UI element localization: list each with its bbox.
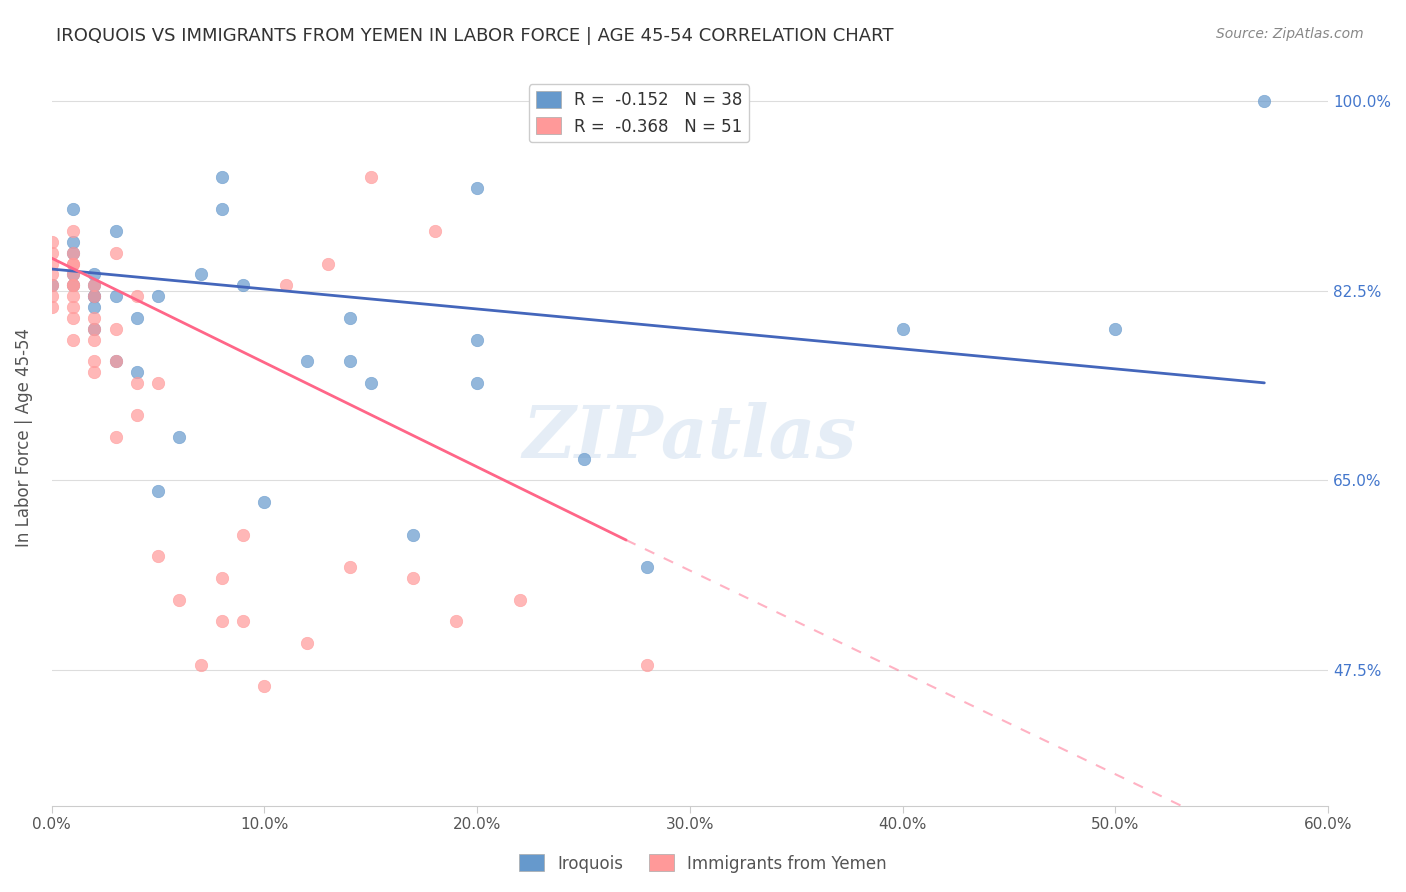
Point [402,571,425,585]
Point [62,300,84,314]
Point [125,409,148,423]
Point [146,289,169,303]
Point [891,321,914,335]
Point [572,451,595,466]
Point [169,430,191,444]
Text: Source: ZipAtlas.com: Source: ZipAtlas.com [1216,27,1364,41]
Point [190,268,212,282]
Point [211,202,233,217]
Legend: Iroquois, Immigrants from Yemen: Iroquois, Immigrants from Yemen [513,847,893,880]
Point [423,224,446,238]
Point [83,289,105,303]
Point [41,257,63,271]
Point [125,289,148,303]
Text: ZIPatlas: ZIPatlas [523,401,858,473]
Point [83,321,105,335]
Point [62,333,84,347]
Point [83,278,105,293]
Legend: R =  -0.152   N = 38, R =  -0.368   N = 51: R = -0.152 N = 38, R = -0.368 N = 51 [529,84,749,142]
Point [125,376,148,390]
Point [146,549,169,564]
Point [104,245,127,260]
Point [360,169,382,184]
Point [104,354,127,368]
Point [41,278,63,293]
Point [253,495,276,509]
Point [232,278,254,293]
Point [465,333,488,347]
Point [62,278,84,293]
Point [41,289,63,303]
Point [83,333,105,347]
Y-axis label: In Labor Force | Age 45-54: In Labor Force | Age 45-54 [15,327,32,547]
Point [41,278,63,293]
Point [190,657,212,672]
Point [41,268,63,282]
Point [316,257,339,271]
Point [146,484,169,499]
Point [232,615,254,629]
Text: IROQUOIS VS IMMIGRANTS FROM YEMEN IN LABOR FORCE | AGE 45-54 CORRELATION CHART: IROQUOIS VS IMMIGRANTS FROM YEMEN IN LAB… [56,27,894,45]
Point [465,180,488,194]
Point [1253,94,1275,108]
Point [83,300,105,314]
Point [169,592,191,607]
Point [509,592,531,607]
Point [83,321,105,335]
Point [253,679,276,693]
Point [83,289,105,303]
Point [636,657,658,672]
Point [62,310,84,325]
Point [339,560,361,574]
Point [402,527,425,541]
Point [104,224,127,238]
Point [62,278,84,293]
Point [83,289,105,303]
Point [62,257,84,271]
Point [83,310,105,325]
Point [62,289,84,303]
Point [444,615,467,629]
Point [339,310,361,325]
Point [1104,321,1126,335]
Point [62,278,84,293]
Point [211,169,233,184]
Point [339,354,361,368]
Point [83,278,105,293]
Point [41,245,63,260]
Point [62,235,84,249]
Point [41,300,63,314]
Point [62,202,84,217]
Point [360,376,382,390]
Point [62,268,84,282]
Point [83,354,105,368]
Point [295,354,318,368]
Point [465,376,488,390]
Point [295,636,318,650]
Point [211,571,233,585]
Point [83,268,105,282]
Point [211,615,233,629]
Point [636,560,658,574]
Point [62,245,84,260]
Point [125,365,148,379]
Point [62,245,84,260]
Point [232,527,254,541]
Point [146,376,169,390]
Point [83,365,105,379]
Point [62,257,84,271]
Point [104,354,127,368]
Point [104,289,127,303]
Point [104,321,127,335]
Point [125,310,148,325]
Point [104,430,127,444]
Point [274,278,297,293]
Point [41,235,63,249]
Point [62,268,84,282]
Point [62,224,84,238]
